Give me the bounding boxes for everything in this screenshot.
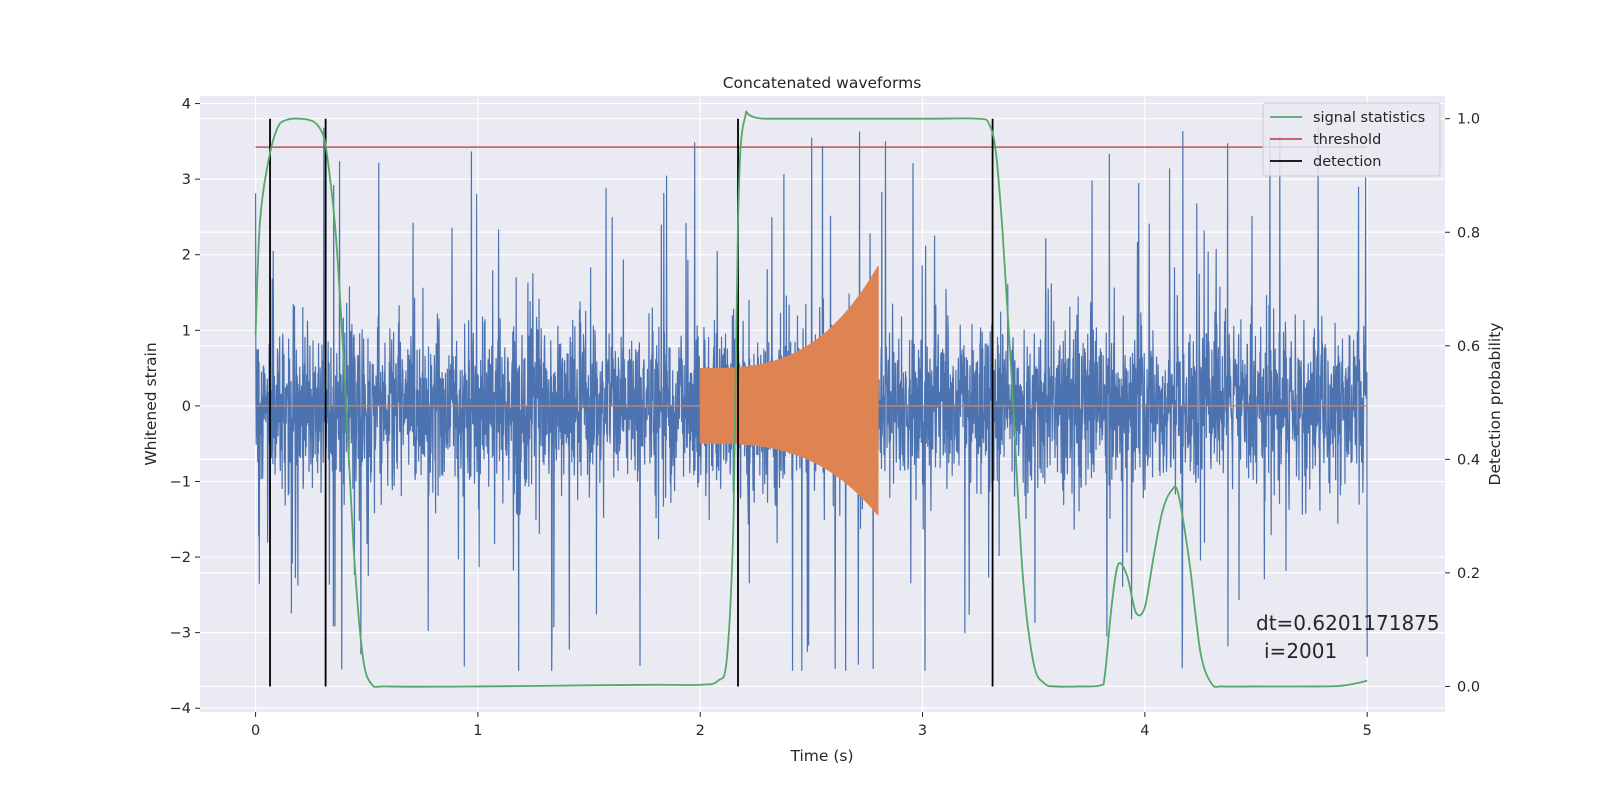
y2-axis-label: Detection probability xyxy=(1486,323,1504,486)
y-tick-label-3: −1 xyxy=(170,474,191,490)
x-axis-ticks: 0 1 2 3 4 5 xyxy=(251,712,1372,739)
y-tick-label-2: −2 xyxy=(170,550,191,566)
legend-label-signal-statistics: signal statistics xyxy=(1313,110,1425,126)
y-tick-label-1: −3 xyxy=(170,626,191,642)
y2-tick-label-5: 1.0 xyxy=(1457,112,1480,128)
x-tick-label-0: 0 xyxy=(251,723,260,739)
y2-tick-label-0: 0.0 xyxy=(1457,679,1480,695)
annotation-index: i=2001 xyxy=(1264,639,1337,663)
annotation-dt: dt=0.6201171875 xyxy=(1256,611,1440,635)
y-tick-label-4: 0 xyxy=(182,399,191,415)
y-tick-label-6: 2 xyxy=(182,248,191,264)
x-tick-label-1: 1 xyxy=(473,723,482,739)
y-tick-label-5: 1 xyxy=(182,323,191,339)
x-tick-label-4: 4 xyxy=(1140,723,1149,739)
legend-box xyxy=(1262,102,1441,177)
y2-tick-label-1: 0.2 xyxy=(1457,566,1480,582)
x-tick-label-2: 2 xyxy=(696,723,705,739)
legend: signal statistics threshold detection xyxy=(1262,102,1441,177)
y-axis-ticks: −4 −3 −2 −1 0 1 2 3 4 xyxy=(170,97,200,717)
y2-axis-ticks: 0.0 0.2 0.4 0.6 0.8 1.0 xyxy=(1445,112,1480,695)
x-tick-label-3: 3 xyxy=(918,723,927,739)
x-tick-label-5: 5 xyxy=(1363,723,1372,739)
x-axis-label: Time (s) xyxy=(789,747,853,765)
chart-title: Concatenated waveforms xyxy=(723,74,922,92)
y2-tick-label-3: 0.6 xyxy=(1457,339,1480,355)
signal-statistics-line xyxy=(254,110,1368,688)
y-tick-label-8: 4 xyxy=(182,97,191,113)
injection-series-line xyxy=(255,266,1368,516)
y-tick-label-0: −4 xyxy=(170,701,191,717)
y2-tick-label-4: 0.8 xyxy=(1457,225,1480,241)
legend-label-detection: detection xyxy=(1313,154,1381,170)
y-axis-label: Whitened strain xyxy=(142,342,160,465)
legend-label-threshold: threshold xyxy=(1313,132,1381,148)
y2-tick-label-2: 0.4 xyxy=(1457,452,1480,468)
y-tick-label-7: 3 xyxy=(182,172,191,188)
